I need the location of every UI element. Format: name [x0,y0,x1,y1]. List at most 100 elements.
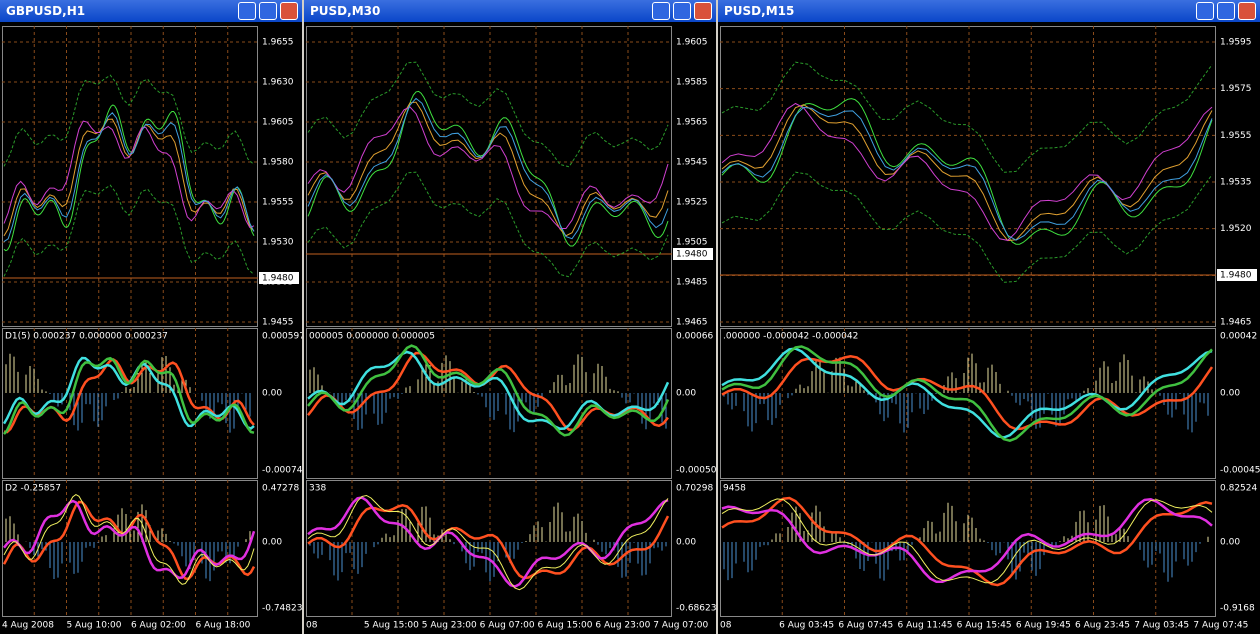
envelope [3,74,255,167]
price-label: 1.9455 [262,318,294,328]
maximize-button[interactable] [673,2,691,20]
signal-line [721,498,1213,584]
price-label: 1.9565 [676,118,708,128]
price-label: 1.9580 [262,158,294,168]
indicator-axis-label: -0.00050 [676,466,716,476]
price-label: 1.9555 [262,198,294,208]
moving-average [307,97,669,240]
indicator-axis-label: -0.00045 [1220,466,1260,476]
title-bar: PUSD,M30 [304,0,716,22]
indicator-axis-label: 0.00 [262,538,282,548]
time-label: 7 Aug 07:00 [653,621,708,631]
price-label: 1.9605 [676,38,708,48]
time-label: 6 Aug 11:45 [898,621,953,631]
price-label: 1.9535 [1220,178,1252,188]
panel-border [720,26,1216,327]
price-label: 1.9465 [1220,318,1252,328]
time-label: 6 Aug 15:45 [957,621,1012,631]
envelope [307,61,669,168]
indicator-axis-label: -0.74823 [262,604,302,614]
price-label: 1.9595 [1220,38,1252,48]
close-button[interactable] [1238,2,1256,20]
time-label: 6 Aug 19:45 [1016,621,1071,631]
close-button[interactable] [694,2,712,20]
price-label: 1.9575 [1220,84,1252,94]
indicator-axis-label: 0.00042 [1220,332,1257,342]
time-label: 6 Aug 03:45 [779,621,834,631]
close-button[interactable] [280,2,298,20]
title-bar: GBPUSD,H1 [0,0,302,22]
panel-border [306,328,672,479]
current-price: 1.9480 [676,250,708,260]
time-label: 6 Aug 07:00 [480,621,535,631]
minimize-button[interactable] [238,2,256,20]
panel-border [306,480,672,617]
signal-line [307,344,670,437]
indicator-axis-label: -0.68623 [676,604,716,614]
indicator-axis-label: 0.000597 [262,332,302,342]
indicator-axis-label: 0.47278 [262,484,299,494]
chart-window: PUSD,M15 1.9595 1.9575 1.9555 1.9535 1.9520 1.… [718,0,1260,634]
price-label: 1.9485 [676,278,708,288]
envelope [3,184,255,277]
price-label: 1.9605 [262,118,294,128]
current-price: 1.9480 [262,274,294,284]
price-label: 1.9520 [1220,224,1252,234]
indicator-axis-label: 0.00 [1220,389,1240,399]
indicator-axis-label: -0.00074 [262,466,302,476]
price-line [307,90,669,247]
price-label: 1.9465 [676,318,708,328]
time-label: 7 Aug 07:45 [1193,621,1248,631]
indicator-label: D2 -0.25857 [5,484,61,494]
time-label: 6 Aug 23:45 [1075,621,1130,631]
indicator-axis-label: 0.00066 [676,332,713,342]
chart-window: PUSD,M30 1.9605 1.9585 1.9565 1.9545 1.9525 1.… [304,0,716,634]
chart-window: GBPUSD,H1 1.9655 1.9630 1.9605 1.9580 1.9555 1… [0,0,302,634]
maximize-button[interactable] [259,2,277,20]
price-line [3,104,255,252]
indicator-axis-label: 0.00 [676,538,696,548]
panel-border [306,26,672,327]
time-label: 6 Aug 15:00 [538,621,593,631]
current-price-box [259,272,299,284]
panel-border [720,328,1216,479]
signal-line [307,504,670,580]
moving-average [307,106,669,229]
signal-line [3,356,255,435]
time-label: 5 Aug 10:00 [66,621,121,631]
signal-line [307,496,669,588]
panel-border [2,328,258,479]
indicator-label: D1(5) 0.000237 0.000000 0.000237 [5,332,168,342]
time-label: 7 Aug 03:45 [1134,621,1189,631]
panel-border [2,480,258,617]
indicator-label: 9458 [723,484,746,494]
minimize-button[interactable] [1196,2,1214,20]
maximize-button[interactable] [1217,2,1235,20]
time-label: 5 Aug 23:00 [422,621,477,631]
indicator-axis-label: 0.82524 [1220,484,1257,494]
current-price-box [1217,269,1257,281]
time-label: 6 Aug 02:00 [131,621,186,631]
indicator-axis-label: 0.00 [262,389,282,399]
indicator-axis-label: 0.70298 [676,484,713,494]
price-label: 1.9505 [676,238,708,248]
indicator-axis-label: -0.9168 [1220,604,1255,614]
signal-line [307,494,669,591]
moving-average [721,104,1213,242]
time-label: 5 Aug 15:00 [364,621,419,631]
price-label: 1.9555 [1220,131,1252,141]
time-label: 6 Aug 23:00 [595,621,650,631]
time-label: 4 Aug 2008 [2,621,54,631]
signal-line [3,499,256,580]
price-label: 1.9530 [262,238,294,248]
minimize-button[interactable] [652,2,670,20]
moving-average [3,112,255,243]
moving-average [721,106,1213,241]
indicator-label: .000000 -0.000042 -0.000042 [723,332,858,342]
signal-line [721,345,1213,443]
indicator-label: 338 [309,484,326,494]
moving-average [3,120,255,229]
envelope [307,171,669,278]
price-line [721,98,1213,245]
